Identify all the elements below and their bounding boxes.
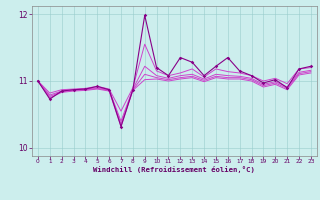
X-axis label: Windchill (Refroidissement éolien,°C): Windchill (Refroidissement éolien,°C) xyxy=(93,166,255,173)
